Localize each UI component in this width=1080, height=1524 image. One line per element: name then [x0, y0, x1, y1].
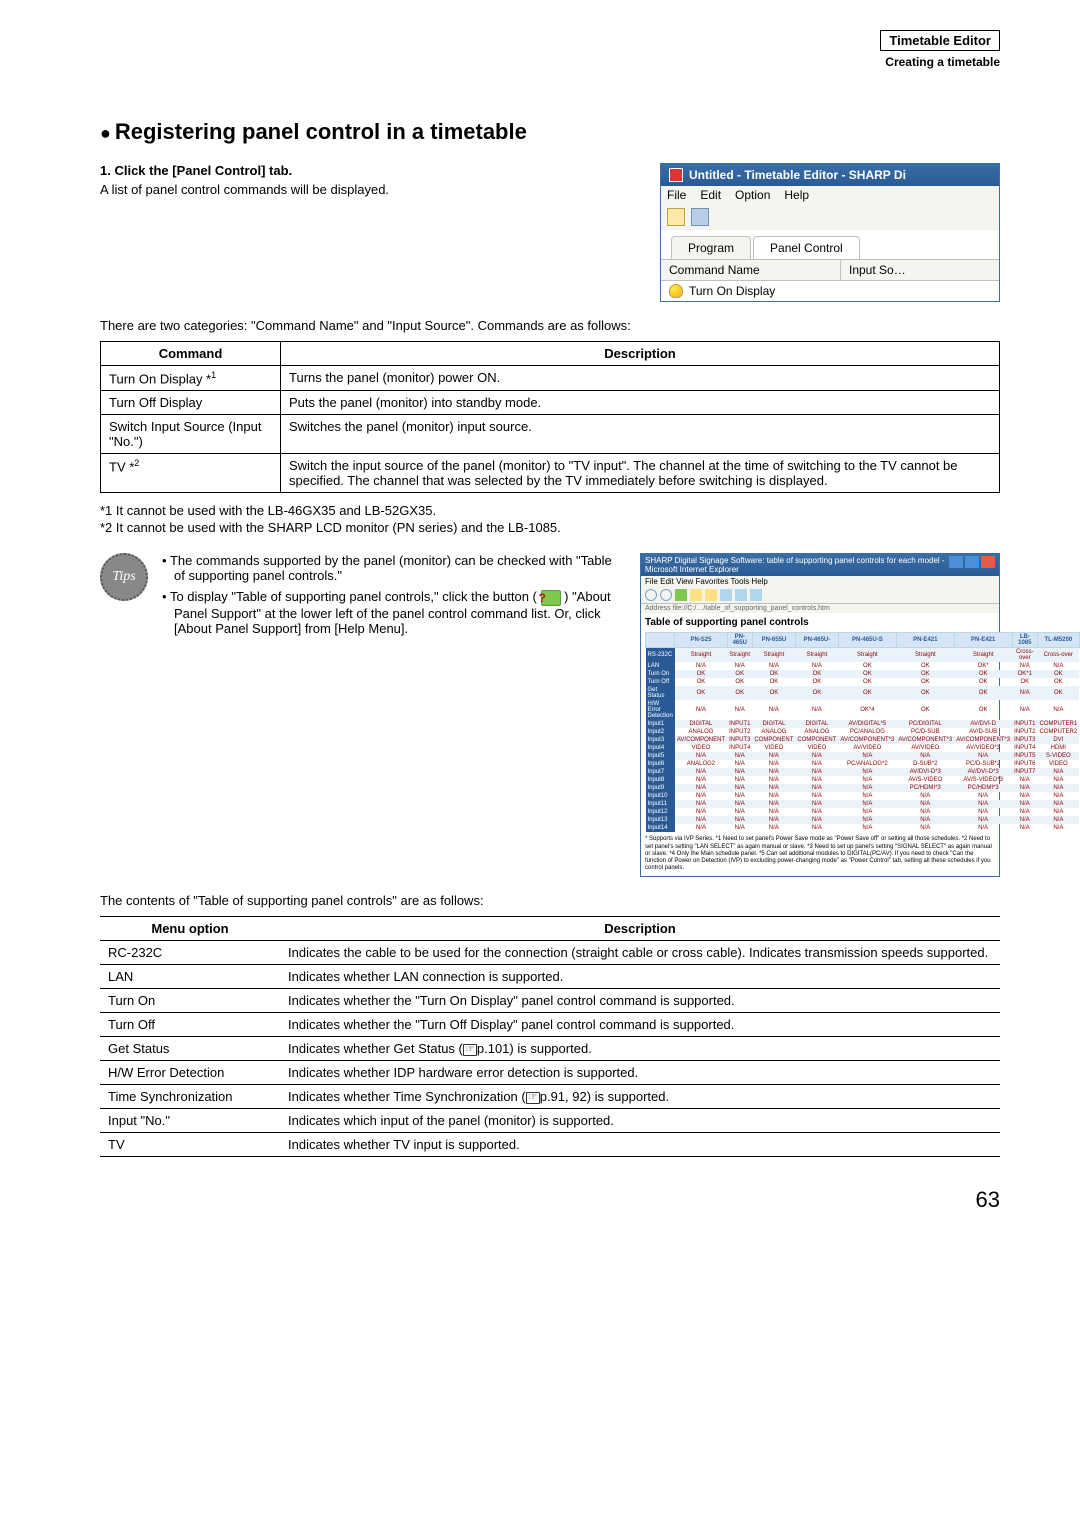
table-cell: LAN	[100, 965, 280, 989]
minimize-icon	[949, 556, 963, 568]
step-body: A list of panel control commands will be…	[100, 182, 640, 197]
table-cell: Puts the panel (monitor) into standby mo…	[281, 391, 1000, 415]
menu-edit[interactable]: Edit	[700, 188, 721, 202]
forward-icon	[660, 589, 672, 601]
menu-options-table: Menu option Description RC-232CIndicates…	[100, 916, 1000, 1157]
timetable-editor-screenshot: Untitled - Timetable Editor - SHARP Di F…	[660, 163, 1000, 302]
page-title-text: Registering panel control in a timetable	[115, 119, 527, 144]
ie-address-bar: Address file://C:/…/table_of_supporting_…	[641, 603, 999, 613]
cmd-head-command: Command	[101, 342, 281, 366]
table-cell: TV *2	[101, 454, 281, 493]
menu-bar: File Edit Option Help	[661, 186, 999, 204]
table-cell: Get Status	[100, 1037, 280, 1061]
window-title-text: Untitled - Timetable Editor - SHARP Di	[689, 168, 906, 182]
support-grid: PN-S25PN-465UPN-655UPN-465U-PN-465U-SPN-…	[645, 632, 1080, 832]
table-cell: Indicates whether the "Turn Off Display"…	[280, 1013, 1000, 1037]
table-cell: Turn On Display *1	[101, 366, 281, 391]
page-ref-icon	[463, 1044, 477, 1056]
col-input-source: Input So…	[841, 260, 999, 280]
table-cell: Indicates whether Time Synchronization (…	[280, 1085, 1000, 1109]
window-titlebar: Untitled - Timetable Editor - SHARP Di	[661, 164, 999, 186]
table-cell: Indicates whether LAN connection is supp…	[280, 965, 1000, 989]
table-cell: Switch Input Source (Input "No.")	[101, 415, 281, 454]
bulb-icon	[669, 284, 683, 298]
footnotes: *1 It cannot be used with the LB-46GX35 …	[100, 503, 1000, 535]
page-number: 63	[100, 1187, 1000, 1213]
table-cell: Time Synchronization	[100, 1085, 280, 1109]
table-cell: Indicates whether IDP hardware error det…	[280, 1061, 1000, 1085]
table-cell: Turn Off	[100, 1013, 280, 1037]
step-number: 1.	[100, 163, 111, 178]
tip-item-1: The commands supported by the panel (mon…	[162, 553, 626, 583]
desc-part-a: Indicates whether Time Synchronization (	[288, 1089, 526, 1104]
back-icon	[645, 589, 657, 601]
tab-panel-control[interactable]: Panel Control	[753, 236, 860, 259]
command-list: Command Name Input So… Turn On Display	[661, 259, 999, 301]
footnote-2: *2 It cannot be used with the SHARP LCD …	[100, 520, 1000, 535]
close-icon	[981, 556, 995, 568]
table-cell: H/W Error Detection	[100, 1061, 280, 1085]
table-cell: Indicates whether Get Status ( p.101) is …	[280, 1037, 1000, 1061]
table-cell: Indicates which input of the panel (moni…	[280, 1109, 1000, 1133]
tip-item-2: To display "Table of supporting panel co…	[162, 589, 626, 636]
support-table-title: Table of supporting panel controls	[645, 617, 995, 628]
col-command-name: Command Name	[661, 260, 841, 280]
save-icon[interactable]	[691, 208, 709, 226]
table-cell: RC-232C	[100, 941, 280, 965]
menu-help[interactable]: Help	[784, 188, 809, 202]
footnote-1: *1 It cannot be used with the LB-46GX35 …	[100, 503, 1000, 518]
support-table-notes: * Supports via IVP Series. *1 Need to se…	[645, 836, 995, 872]
table-cell: Turns the panel (monitor) power ON.	[281, 366, 1000, 391]
table-cell: Indicates whether the "Turn On Display" …	[280, 989, 1000, 1013]
page-title: ●Registering panel control in a timetabl…	[100, 119, 1000, 145]
command-table: Command Description Turn On Display *1 T…	[100, 341, 1000, 493]
open-icon[interactable]	[667, 208, 685, 226]
table-cell: Switch the input source of the panel (mo…	[281, 454, 1000, 493]
table-cell: Input "No."	[100, 1109, 280, 1133]
desc-part-a: Indicates whether Get Status (	[288, 1041, 463, 1056]
list-item[interactable]: Turn On Display	[661, 281, 841, 301]
tips-text: The commands supported by the panel (mon…	[162, 553, 626, 642]
cmd-head-description: Description	[281, 342, 1000, 366]
list-item-label: Turn On Display	[689, 284, 775, 298]
print-icon	[750, 589, 762, 601]
maximize-icon	[965, 556, 979, 568]
ie-window-title: SHARP Digital Signage Software: table of…	[645, 556, 949, 574]
desc-part-b: p.101) is supported.	[477, 1041, 592, 1056]
desc-part-b: p.91, 92) is supported.	[540, 1089, 669, 1104]
ie-toolbar	[641, 587, 999, 603]
table-cell: Switches the panel (monitor) input sourc…	[281, 415, 1000, 454]
page-ref-icon	[526, 1092, 540, 1104]
table-cell: Indicates whether TV input is supported.	[280, 1133, 1000, 1157]
menu-option[interactable]: Option	[735, 188, 770, 202]
categories-text: There are two categories: "Command Name"…	[100, 318, 1000, 333]
menu-file[interactable]: File	[667, 188, 686, 202]
tab-bar: Program Panel Control	[661, 230, 999, 259]
about-panel-support-icon: ?	[541, 590, 561, 606]
fav-icon	[705, 589, 717, 601]
menu-head-description: Description	[280, 917, 1000, 941]
menu-head-option: Menu option	[100, 917, 280, 941]
ie-menu-bar: File Edit View Favorites Tools Help	[641, 576, 999, 587]
table-cell: Turn On	[100, 989, 280, 1013]
app-icon	[669, 168, 683, 182]
support-table-screenshot: SHARP Digital Signage Software: table of…	[640, 553, 1000, 877]
home-icon	[690, 589, 702, 601]
mail-icon	[735, 589, 747, 601]
refresh-icon	[675, 589, 687, 601]
table-cell: TV	[100, 1133, 280, 1157]
step-title: Click the [Panel Control] tab.	[114, 163, 292, 178]
table-cell: Indicates the cable to be used for the c…	[280, 941, 1000, 965]
table-cell: Turn Off Display	[101, 391, 281, 415]
header-subtitle: Creating a timetable	[100, 55, 1000, 69]
history-icon	[720, 589, 732, 601]
contents-intro: The contents of "Table of supporting pan…	[100, 893, 1000, 908]
tips-badge-icon: Tips	[100, 553, 148, 601]
tip-item-2-a: To display "Table of supporting panel co…	[170, 589, 537, 604]
toolbar	[661, 204, 999, 230]
header-section-box: Timetable Editor	[880, 30, 1000, 51]
tab-program[interactable]: Program	[671, 236, 751, 259]
